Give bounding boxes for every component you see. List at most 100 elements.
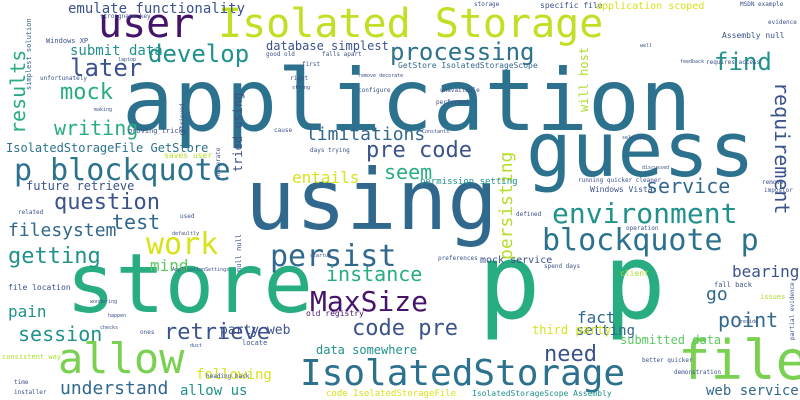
cloud-word: Isolated Storage <box>218 1 604 47</box>
cloud-word: days trying <box>310 147 350 154</box>
cloud-word: instance <box>326 262 423 286</box>
cloud-word: emulate functionality <box>68 1 246 17</box>
cloud-word: fact <box>577 308 616 327</box>
cloud-word: reside <box>740 319 759 325</box>
cloud-word: saves user <box>164 151 213 160</box>
cloud-word: requirement <box>770 82 794 215</box>
cloud-word: tried using <box>231 92 245 172</box>
cloud-word: guess <box>526 105 755 194</box>
cloud-word: Assembly null <box>722 31 785 40</box>
cloud-word: code IsolatedStorageFile <box>326 389 457 399</box>
cloud-word: point <box>718 308 779 332</box>
cloud-word: later <box>70 54 143 82</box>
cloud-word: remove <box>762 179 784 186</box>
cloud-word: user <box>98 1 195 47</box>
cloud-word: checks <box>100 325 119 331</box>
cloud-word: strongname key <box>100 13 151 20</box>
cloud-word: allow us <box>180 383 248 399</box>
cloud-word: pre code <box>366 138 472 163</box>
cloud-word: partial evidence <box>789 282 796 340</box>
cloud-word: using <box>245 151 498 249</box>
cloud-word: MaxSize <box>310 285 429 318</box>
cloud-word: spend days <box>544 263 581 270</box>
cloud-word: ApplicationSettings <box>172 267 230 273</box>
cloud-word: IsolatedStorageFile GetStore <box>6 141 209 155</box>
cloud-word: mock service <box>480 255 553 266</box>
cloud-word: Windows Vista <box>590 185 653 194</box>
cloud-word: strong <box>292 85 311 91</box>
cloud-word: client <box>620 269 649 278</box>
cloud-word: p blockquote <box>14 153 231 188</box>
cloud-word: unfortunately <box>40 75 87 82</box>
cloud-word: question <box>54 190 160 215</box>
cloud-word: proving tricky <box>128 127 188 135</box>
cloud-word: good old <box>266 51 295 58</box>
cloud-word: ones <box>140 329 155 336</box>
cloud-word: data somewhere <box>316 343 418 357</box>
cloud-word: old registry <box>306 309 364 318</box>
cloud-word: running quicker cleaner <box>578 177 662 184</box>
cloud-word: retrieve <box>164 320 270 345</box>
cloud-word: consistent way <box>2 353 62 361</box>
cloud-word: used <box>180 213 195 220</box>
cloud-word: first <box>302 61 321 68</box>
cloud-word: getting <box>8 244 101 269</box>
cloud-word: evidence <box>768 19 797 26</box>
cloud-word: understand <box>60 378 169 399</box>
cloud-word: defined <box>516 211 542 218</box>
cloud-word: entails <box>292 168 360 187</box>
cloud-word: happen <box>108 313 127 319</box>
cloud-word: test <box>112 210 161 234</box>
cloud-word: performed <box>436 99 469 106</box>
cloud-word: file location <box>8 283 71 292</box>
cloud-word: heading back <box>206 373 250 380</box>
cloud-word: submitted data <box>620 333 722 347</box>
cloud-word: session <box>18 322 103 346</box>
cloud-word: go <box>706 284 728 305</box>
cloud-word: cause <box>274 127 293 134</box>
cloud-word: will host <box>577 46 591 112</box>
cloud-word: environment <box>552 197 738 230</box>
cloud-word: service <box>646 174 731 198</box>
cloud-word: falls apart <box>322 51 362 58</box>
cloud-word: filesystem <box>8 220 117 241</box>
cloud-word: Windows XP <box>46 37 89 45</box>
cloud-word: pain <box>8 302 47 321</box>
cloud-word: issues <box>760 293 786 301</box>
cloud-word: develop <box>148 40 250 68</box>
cloud-word: party web <box>220 323 291 338</box>
cloud-word: writing <box>54 116 139 140</box>
cloud-word: GetStore IsolatedStorageScope <box>398 61 538 70</box>
cloud-word: better quicker <box>642 357 693 364</box>
cloud-word: persisting <box>496 151 517 260</box>
cloud-word: bearing <box>732 262 800 281</box>
cloud-word: p p <box>478 221 666 343</box>
cloud-word: demonstration <box>674 369 721 376</box>
cloud-word: limitations <box>306 124 426 145</box>
cloud-word: dust <box>190 343 203 349</box>
cloud-word: setting <box>576 323 636 339</box>
cloud-word: fall back <box>714 281 752 289</box>
cloud-word: time <box>14 379 29 386</box>
cloud-word: impostor <box>764 187 793 194</box>
cloud-word: startup <box>310 253 332 259</box>
cloud-word: simplest solution <box>25 18 33 90</box>
cloud-word: selected <box>622 135 647 141</box>
cloud-word: laptop <box>118 57 137 63</box>
cloud-word: permission setting <box>420 177 518 187</box>
cloud-word: allow <box>58 334 185 383</box>
cloud-word: operation <box>626 225 659 232</box>
cloud-word: application <box>122 51 692 151</box>
cloud-word: IsolatedStorage <box>300 353 626 394</box>
cloud-word: file <box>678 329 800 392</box>
cloud-word: Constants <box>422 129 450 135</box>
cloud-word: mock <box>60 80 113 105</box>
cloud-word: right <box>290 75 309 82</box>
cloud-word: following <box>196 367 272 383</box>
cloud-word: need <box>544 342 597 367</box>
cloud-word: defaultly <box>172 231 200 237</box>
cloud-word: persist <box>270 239 397 274</box>
cloud-word: IsolatedStorageScope Assembly <box>472 389 612 398</box>
cloud-word: configure <box>358 87 391 94</box>
cloud-word: installer <box>14 389 47 396</box>
